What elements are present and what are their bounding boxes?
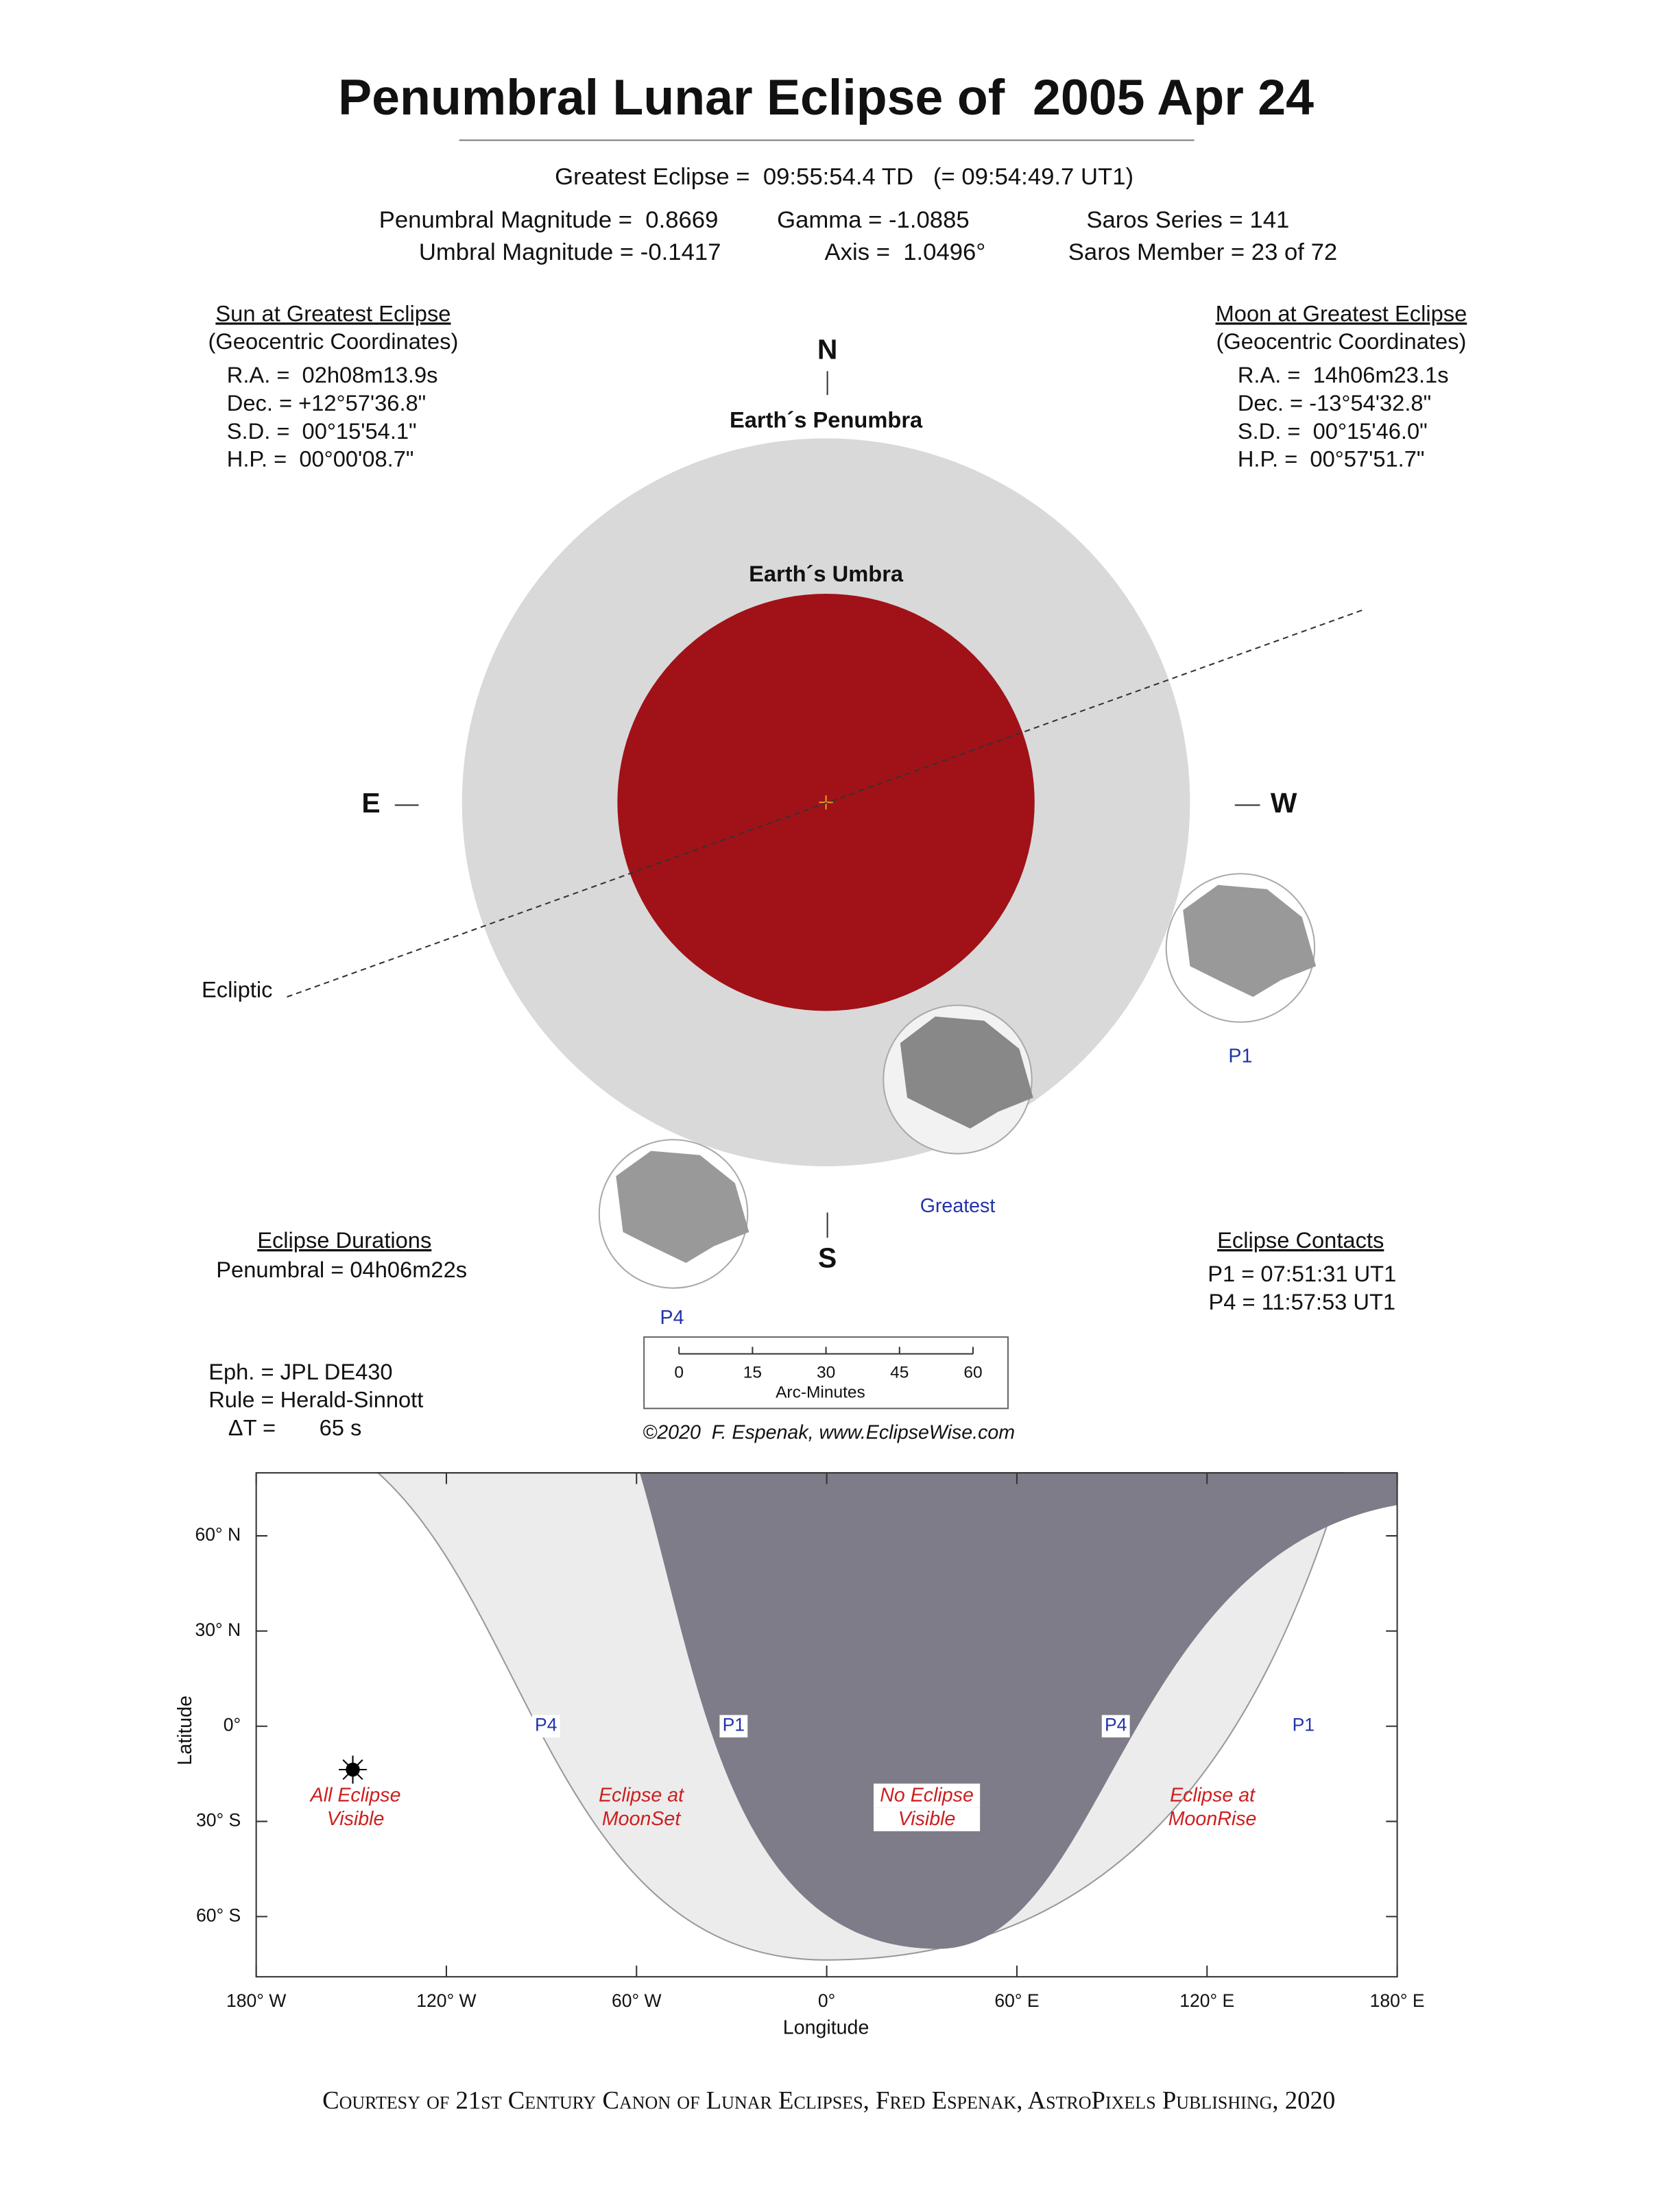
duration-line: Penumbral = 04h06m22s: [216, 1257, 467, 1282]
contact-label-bg: [531, 1715, 560, 1738]
contact-label-bg: [1289, 1715, 1318, 1738]
lat-tick-label: 60° N: [195, 1524, 241, 1545]
ephemeris-line: Rule = Herald-Sinnott: [208, 1387, 423, 1412]
lon-tick-label: 180° W: [226, 1990, 286, 2011]
moon-p1: [1165, 873, 1317, 1023]
map-contact-label: P1: [1293, 1715, 1315, 1735]
contact-label-bg: [1101, 1715, 1130, 1738]
region-label: Eclipse at: [1170, 1784, 1256, 1806]
moon-line: H.P. = 00°57'51.7": [1238, 446, 1425, 472]
region-label: No Eclipse: [880, 1784, 974, 1806]
region-label-bg: [874, 1783, 981, 1808]
lon-tick-label: 60° E: [994, 1990, 1039, 2011]
penumbral-magnitude: Penumbral Magnitude = 0.8669: [379, 207, 719, 233]
east: E: [361, 787, 380, 819]
y-axis-title: Latitude: [174, 1696, 196, 1765]
scale-tick-label: 0: [674, 1364, 684, 1382]
map-contact-label: P1: [723, 1715, 745, 1735]
region-label: Visible: [898, 1808, 956, 1830]
durations-heading: Eclipse Durations: [257, 1227, 431, 1253]
region-label: Eclipse at: [599, 1784, 684, 1806]
region-label: MoonRise: [1168, 1808, 1257, 1830]
contacts-heading: Eclipse Contacts: [1217, 1227, 1384, 1253]
region-label: MoonSet: [602, 1808, 681, 1830]
greatest-label: Greatest: [920, 1195, 996, 1217]
scale-tick-label: 15: [743, 1364, 762, 1382]
sun-line: Dec. = +12°57'36.8": [227, 390, 427, 415]
sun-symbol: [339, 1755, 367, 1784]
title: Penumbral Lunar Eclipse of 2005 Apr 24: [338, 69, 1314, 125]
lon-tick-label: 120° E: [1179, 1990, 1234, 2011]
saros-series: Saros Series = 141: [1086, 207, 1289, 233]
lat-tick-label: 30° N: [195, 1619, 241, 1640]
penumbra-label: Earth´s Penumbra: [730, 407, 923, 433]
footer: Courtesy of 21st Century Canon of Lunar …: [322, 2086, 1335, 2114]
p4-label: P4: [660, 1307, 684, 1329]
ephemeris-line: Eph. = JPL DE430: [208, 1359, 392, 1384]
sun-line: H.P. = 00°00'08.7": [227, 446, 414, 472]
sun-line: R.A. = 02h08m13.9s: [227, 362, 438, 387]
map-contact-label: P4: [1105, 1715, 1127, 1735]
umbra-label: Earth´s Umbra: [749, 561, 904, 586]
west: W: [1271, 787, 1297, 819]
sun-subheading: (Geocentric Coordinates): [208, 328, 459, 354]
lon-tick-label: 60° W: [612, 1990, 662, 2011]
region-label: Visible: [327, 1808, 385, 1830]
saros-member: Saros Member = 23 of 72: [1068, 239, 1337, 265]
contact-line: P1 = 07:51:31 UT1: [1208, 1261, 1396, 1286]
moon-line: R.A. = 14h06m23.1s: [1238, 362, 1449, 387]
copyright: ©2020 F. Espenak, www.EclipseWise.com: [643, 1422, 1015, 1444]
compass-ticks: [394, 371, 1260, 1238]
x-axis-title: Longitude: [783, 2016, 869, 2038]
scale-label: Arc-Minutes: [776, 1383, 865, 1401]
moon-subheading: (Geocentric Coordinates): [1216, 328, 1467, 354]
no-eclipse-zone: [640, 1473, 1397, 1949]
south: S: [818, 1242, 837, 1274]
contact-label-bg: [719, 1715, 748, 1738]
map-contact-label: P4: [535, 1715, 557, 1735]
sun-heading: Sun at Greatest Eclipse: [215, 300, 451, 326]
lat-tick-label: 0°: [224, 1715, 241, 1735]
lon-tick-label: 180° E: [1370, 1990, 1425, 2011]
scale-tick-label: 45: [890, 1364, 909, 1382]
moon-line: Dec. = -13°54'32.8": [1238, 390, 1431, 415]
moon-p4: [598, 1139, 749, 1289]
sun-line: S.D. = 00°15'54.1": [227, 418, 417, 444]
ecliptic-label: Ecliptic: [202, 976, 272, 1002]
p1-label: P1: [1228, 1045, 1252, 1067]
ephemeris-line: ΔT = 65 s: [228, 1415, 362, 1440]
scale-tick-label: 30: [817, 1364, 835, 1382]
ecliptic-line: [287, 608, 1365, 998]
contact-line: P4 = 11:57:53 UT1: [1208, 1289, 1395, 1314]
moon-heading: Moon at Greatest Eclipse: [1216, 300, 1467, 326]
axis: Axis = 1.0496°: [825, 239, 986, 265]
greatest-eclipse: Greatest Eclipse = 09:55:54.4 TD (= 09:5…: [555, 164, 1133, 190]
scale-tick-label: 60: [963, 1364, 982, 1382]
lon-tick-label: 120° W: [416, 1990, 476, 2011]
lat-tick-label: 30° S: [196, 1810, 241, 1831]
gamma: Gamma = -1.0885: [777, 207, 970, 233]
moon-greatest: [883, 1004, 1033, 1155]
north: N: [817, 334, 838, 365]
lon-tick-label: 0°: [818, 1990, 835, 2011]
region-label: All Eclipse: [309, 1784, 401, 1806]
region-label-bg: [874, 1807, 981, 1831]
lat-tick-label: 60° S: [196, 1905, 241, 1925]
moon-line: S.D. = 00°15'46.0": [1238, 418, 1428, 444]
umbral-magnitude: Umbral Magnitude = -0.1417: [419, 239, 721, 265]
